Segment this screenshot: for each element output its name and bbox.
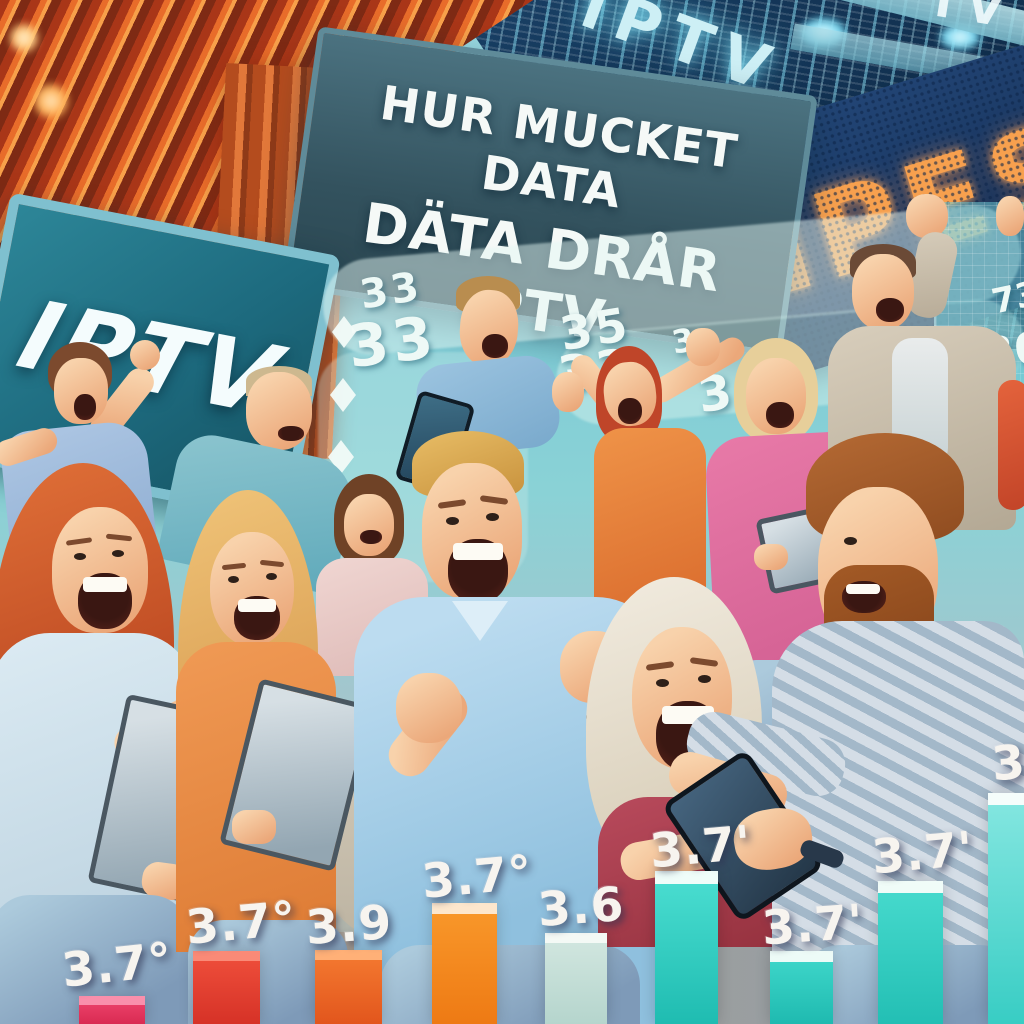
eye (266, 573, 277, 580)
fist (906, 194, 948, 238)
string-light-glow (10, 24, 38, 52)
bar-label-8: 3.7' (869, 821, 976, 886)
bar-4 (432, 903, 497, 1024)
laughing-mouth (448, 539, 508, 603)
bar-label-4: 3.7° (419, 845, 535, 910)
bar-7 (770, 951, 833, 1024)
bar-cap (193, 951, 260, 961)
bar-label-6: 3.7' (647, 815, 754, 880)
hand-right (686, 328, 720, 366)
bar-label-1: 3.7° (59, 932, 176, 999)
string-light-glow (34, 84, 68, 118)
eye (446, 517, 459, 525)
bar-label-7: 3.7' (760, 894, 866, 957)
hand (232, 810, 276, 844)
red-top (998, 380, 1024, 510)
bar-cap (655, 871, 718, 884)
person-phone-man-behind (390, 268, 570, 495)
bar-6 (655, 871, 718, 1024)
bar-5 (545, 933, 607, 1024)
smile (278, 426, 304, 441)
eye (112, 550, 124, 557)
bar-label-2: 3.7° (183, 891, 299, 956)
laughing-mouth (234, 596, 280, 640)
face (246, 372, 312, 450)
bar-label-5: 3.6 (536, 877, 627, 938)
bar-cap (315, 950, 382, 960)
bar-cap (79, 996, 145, 1005)
laughing-mouth (78, 573, 132, 629)
person-partial-right-edge (994, 180, 1024, 540)
bar-cap (988, 793, 1024, 805)
bar-9 (988, 793, 1024, 1024)
open-mouth (766, 402, 794, 428)
open-mouth (876, 298, 904, 322)
eye (844, 537, 857, 545)
hand-left (552, 372, 584, 412)
eye (486, 513, 499, 521)
bar-label-9: 3 (989, 734, 1024, 793)
fist-left (396, 673, 462, 743)
teeth (238, 599, 276, 612)
fist (130, 340, 160, 370)
eye (656, 679, 669, 687)
bar-cap (770, 951, 833, 962)
person-bald-man-teal-polo (150, 350, 370, 596)
raised-hand (996, 196, 1024, 236)
bar-1 (79, 996, 145, 1024)
face (344, 494, 394, 556)
open-mouth (482, 334, 508, 358)
bar-8 (878, 881, 943, 1024)
open-mouth (74, 394, 96, 420)
hand (754, 544, 788, 570)
smile (360, 530, 382, 544)
open-mouth (618, 398, 642, 424)
eye (228, 576, 239, 583)
bar-cap (432, 903, 497, 914)
bar-3 (315, 950, 382, 1024)
person-redhead-tablet (0, 455, 253, 1024)
bar-cap (878, 881, 943, 893)
laughing-mouth (842, 581, 886, 613)
person-cheering-woman-topleft (0, 330, 200, 584)
bar-2 (193, 951, 260, 1024)
eye (74, 553, 86, 560)
teeth (83, 577, 127, 592)
eye (698, 675, 711, 683)
person-bearded-man-phone (660, 425, 1024, 1024)
teeth (453, 543, 503, 560)
teeth (846, 584, 880, 594)
bar-cap (545, 933, 607, 943)
bar-label-3: 3.9 (304, 895, 395, 956)
